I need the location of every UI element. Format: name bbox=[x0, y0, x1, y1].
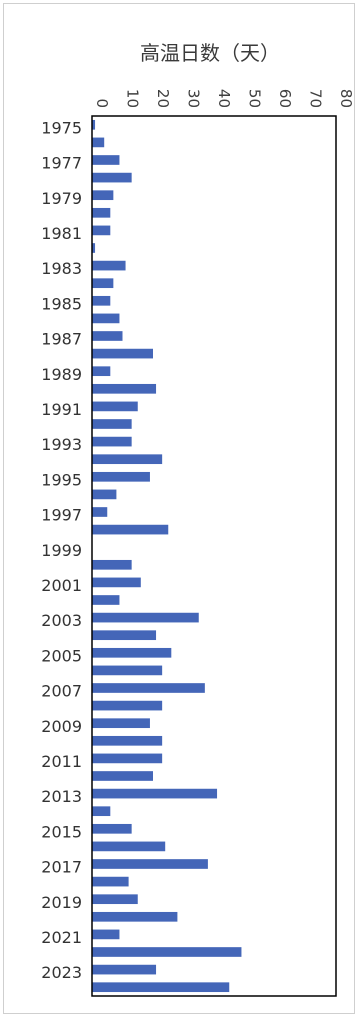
y-tick-label: 1995 bbox=[41, 470, 82, 489]
bar-2004 bbox=[92, 630, 157, 641]
x-tick-label: 80 bbox=[337, 89, 355, 108]
y-tick-label: 2007 bbox=[41, 682, 82, 701]
x-tick-label: 30 bbox=[185, 89, 203, 108]
bar-1981 bbox=[92, 225, 111, 236]
bar-1988 bbox=[92, 348, 153, 359]
bar-2005 bbox=[92, 647, 172, 658]
y-tick-label: 1997 bbox=[41, 506, 82, 525]
y-tick-label: 1981 bbox=[41, 224, 82, 243]
y-tick-label: 1993 bbox=[41, 435, 82, 454]
bar-2021 bbox=[92, 929, 120, 940]
bar-1978 bbox=[92, 172, 132, 183]
y-tick-label: 2005 bbox=[41, 646, 82, 665]
bar-1989 bbox=[92, 366, 111, 377]
x-tick-label: 20 bbox=[154, 89, 172, 108]
bar-1987 bbox=[92, 331, 123, 341]
y-tick-label: 1977 bbox=[41, 154, 82, 173]
bar-2018 bbox=[92, 876, 129, 887]
bar-1984 bbox=[92, 278, 114, 289]
y-tick-labels: 1975 1977 1979 1981 1983 1985 1987 1989 1991 1993… bbox=[41, 118, 82, 982]
plot-area bbox=[91, 115, 337, 997]
x-tick-label: 40 bbox=[215, 89, 233, 108]
bar-2023 bbox=[92, 964, 157, 975]
bar-1976 bbox=[92, 137, 105, 148]
bar-1990 bbox=[92, 383, 157, 394]
y-tick-label: 2001 bbox=[41, 576, 82, 595]
bar-1997 bbox=[92, 507, 108, 517]
chart-frame: 高温日数（天） 0 10 20 30 40 50 60 70 80 1975 1977 1979 19… bbox=[3, 3, 355, 1014]
y-tick-label: 1979 bbox=[41, 189, 82, 208]
bar-2009 bbox=[92, 718, 150, 729]
bar-2010 bbox=[92, 735, 163, 746]
bar-2003 bbox=[92, 612, 199, 623]
bar-1986 bbox=[92, 313, 120, 324]
x-tick-labels: 0 10 20 30 40 50 60 70 80 bbox=[93, 89, 355, 108]
bar-1992 bbox=[92, 419, 132, 429]
bar-1985 bbox=[92, 295, 111, 306]
bar-1995 bbox=[92, 471, 150, 482]
bar-2017 bbox=[92, 859, 208, 869]
bar-2000 bbox=[92, 559, 132, 570]
bar-1975 bbox=[92, 119, 96, 130]
y-tick-label: 2021 bbox=[41, 928, 82, 947]
y-tick-label: 1985 bbox=[41, 294, 82, 313]
y-tick-label: 1989 bbox=[41, 365, 82, 384]
bar-2008 bbox=[92, 700, 163, 711]
bar-2019 bbox=[92, 894, 138, 905]
bar-1979 bbox=[92, 190, 114, 201]
y-tick-label: 2009 bbox=[41, 717, 82, 736]
y-tick-label: 2015 bbox=[41, 822, 82, 841]
y-tick-label: 1975 bbox=[41, 118, 82, 137]
y-tick-label: 1983 bbox=[41, 259, 82, 278]
bar-1993 bbox=[92, 436, 132, 447]
bar-2016 bbox=[92, 841, 166, 852]
bar-2012 bbox=[92, 771, 153, 781]
bar-1980 bbox=[92, 207, 111, 218]
x-tick-label: 0 bbox=[93, 98, 111, 108]
bar-2015 bbox=[92, 823, 132, 834]
bar-2024 bbox=[92, 982, 230, 993]
bar-1991 bbox=[92, 401, 138, 412]
x-tick-label: 50 bbox=[246, 89, 264, 108]
x-axis-title: 高温日数（天） bbox=[140, 41, 280, 65]
bar-1977 bbox=[92, 155, 120, 165]
y-tick-label: 2011 bbox=[41, 752, 82, 771]
bar-1982 bbox=[92, 243, 96, 253]
y-tick-label: 2019 bbox=[41, 893, 82, 912]
y-tick-label: 2003 bbox=[41, 611, 82, 630]
bar-2011 bbox=[92, 753, 163, 764]
y-tick-label: 2013 bbox=[41, 787, 82, 806]
bar-1983 bbox=[92, 260, 126, 271]
y-tick-label: 2017 bbox=[41, 858, 82, 877]
bar-2022 bbox=[92, 947, 242, 957]
bar-chart: 高温日数（天） 0 10 20 30 40 50 60 70 80 19751977197919… bbox=[41, 41, 355, 997]
bar-2001 bbox=[92, 577, 141, 588]
y-tick-label: 2023 bbox=[41, 963, 82, 982]
bar-1996 bbox=[92, 489, 117, 500]
y-tick-label: 1987 bbox=[41, 330, 82, 349]
bar-2020 bbox=[92, 911, 178, 922]
bar-2002 bbox=[92, 595, 120, 605]
bar-1998 bbox=[92, 524, 169, 535]
bar-2007 bbox=[92, 683, 205, 693]
bar-2014 bbox=[92, 806, 111, 817]
bars bbox=[92, 119, 242, 993]
y-tick-label: 1991 bbox=[41, 400, 82, 419]
bar-2006 bbox=[92, 665, 163, 676]
x-tick-label: 70 bbox=[307, 89, 325, 108]
bar-1994 bbox=[92, 454, 163, 465]
x-tick-label: 10 bbox=[124, 89, 142, 108]
bar-2013 bbox=[92, 788, 218, 799]
y-tick-label: 1999 bbox=[41, 541, 82, 560]
x-tick-label: 60 bbox=[276, 89, 294, 108]
